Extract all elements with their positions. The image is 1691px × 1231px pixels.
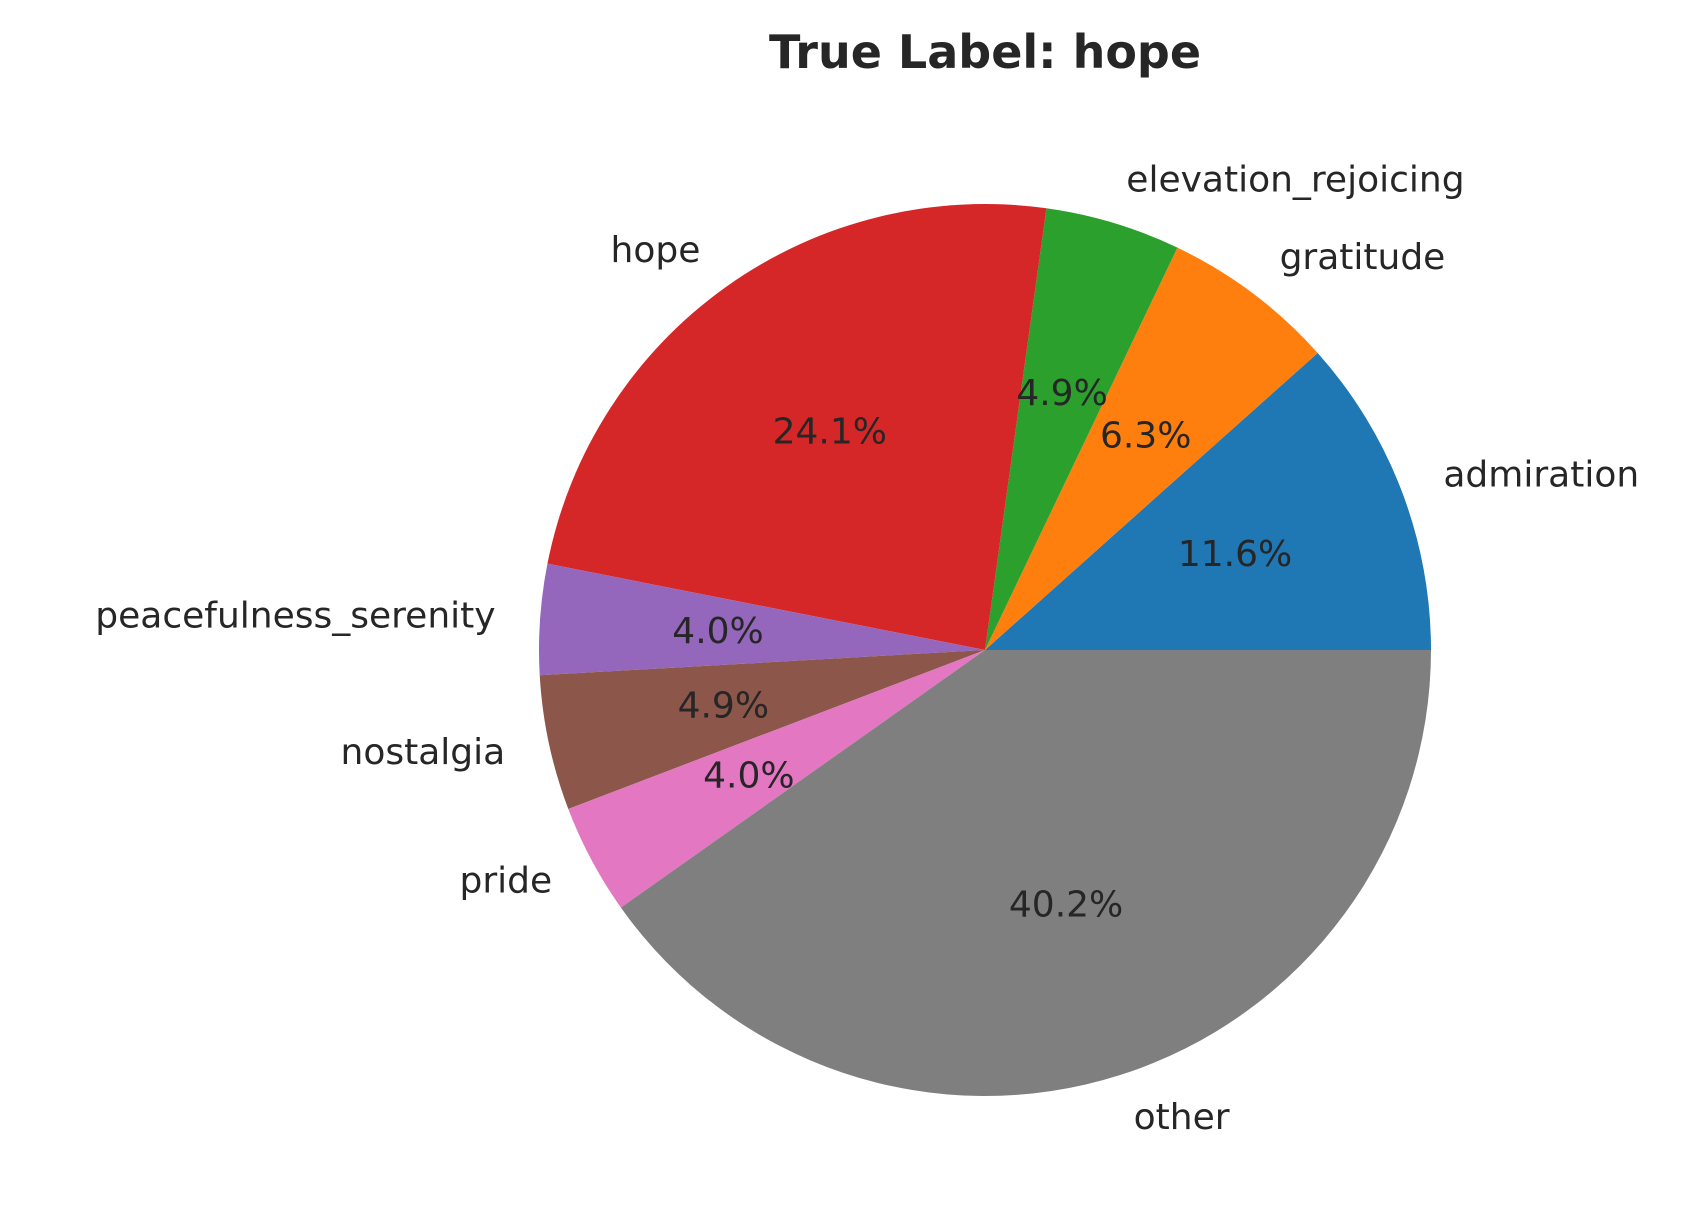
pie-slice-label-pride: pride	[459, 860, 552, 901]
pie-percent-label-pride: 4.0%	[703, 755, 794, 796]
pie-slice-label-other: other	[1134, 1097, 1230, 1138]
pie-slice-hope	[547, 204, 1047, 651]
chart-title: True Label: hope	[769, 25, 1201, 79]
pie-slice-label-hope: hope	[611, 230, 701, 271]
pie-percent-label-hope: 24.1%	[773, 412, 887, 453]
pie-slice-other	[620, 650, 1431, 1097]
pie-percent-label-peacefulness-serenity: 4.0%	[672, 611, 763, 652]
pie-slices	[538, 204, 1431, 1097]
pie-slice-label-elevation-rejoicing: elevation_rejoicing	[1126, 160, 1464, 201]
pie-percent-label-other: 40.2%	[1009, 885, 1123, 926]
pie-slice-label-peacefulness-serenity: peacefulness_serenity	[95, 596, 495, 637]
pie-slice-gratitude	[985, 247, 1318, 650]
pie-slice-peacefulness-serenity	[538, 563, 985, 676]
pie-percent-label-nostalgia: 4.9%	[678, 685, 769, 726]
pie-slice-label-nostalgia: nostalgia	[341, 732, 506, 773]
pie-percent-label-elevation-rejoicing: 4.9%	[1016, 373, 1107, 414]
pie-slice-label-gratitude: gratitude	[1280, 237, 1446, 278]
pie-percent-label-admiration: 11.6%	[1178, 534, 1292, 575]
pie-percent-labels: 11.6%6.3%4.9%24.1%4.0%4.9%4.0%40.2%	[672, 373, 1292, 925]
pie-slice-elevation-rejoicing	[985, 208, 1178, 650]
pie-slice-label-admiration: admiration	[1443, 455, 1639, 496]
pie-slice-nostalgia	[539, 650, 985, 809]
pie-percent-label-gratitude: 6.3%	[1100, 416, 1191, 457]
pie-slice-pride	[568, 650, 985, 908]
pie-slice-admiration	[985, 352, 1431, 650]
pie-slice-labels: admiration gratitude elevation_rejoicingho…	[95, 160, 1639, 1138]
